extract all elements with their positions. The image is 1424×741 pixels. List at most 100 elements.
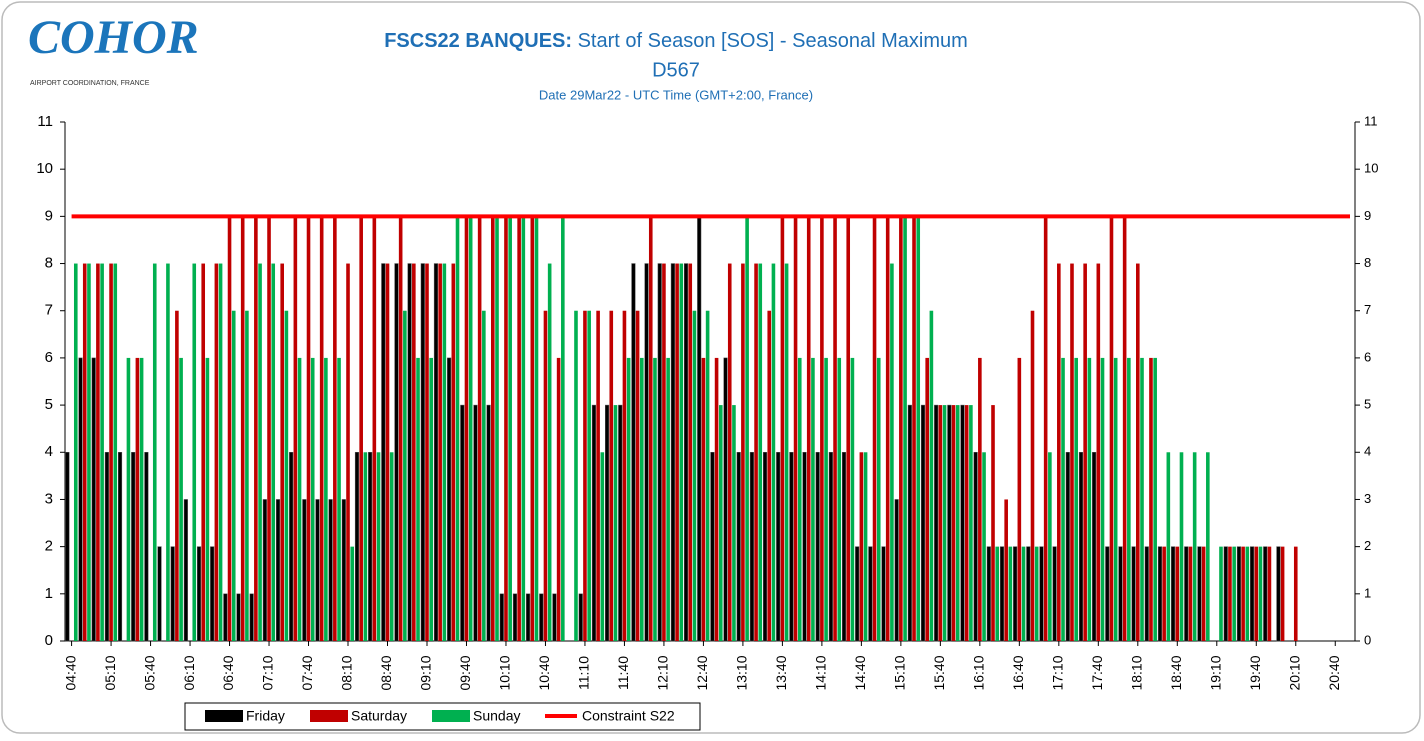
bar [271, 263, 276, 641]
bar [341, 499, 346, 642]
bar [1149, 357, 1153, 641]
bar [104, 452, 109, 642]
bar [210, 546, 215, 642]
bar [705, 310, 710, 641]
bar [306, 216, 311, 641]
bar [1048, 452, 1052, 641]
bar [350, 546, 355, 641]
x-tick-label: 11:40 [615, 656, 631, 690]
bar [534, 216, 539, 641]
bar [460, 404, 465, 642]
title-bold: FSCS22 BANQUES: [384, 30, 572, 52]
bar [1039, 546, 1044, 642]
bar [109, 263, 113, 641]
bar [1258, 546, 1263, 641]
bar [934, 404, 939, 642]
y2-tick-label: 5 [1364, 397, 1371, 412]
bar [183, 499, 188, 642]
bar [1241, 546, 1245, 641]
bar [780, 216, 785, 641]
bar [508, 216, 512, 641]
bar [1206, 452, 1210, 641]
bar [859, 452, 864, 641]
bar [293, 216, 298, 641]
bar [1157, 546, 1162, 642]
bar [447, 357, 452, 642]
bar [762, 452, 768, 642]
legend-label: Saturday [351, 708, 407, 724]
bar [249, 593, 254, 642]
x-tick-label: 09:10 [418, 655, 434, 690]
bar [890, 263, 894, 641]
x-tick-label: 14:10 [813, 655, 829, 690]
bar [1293, 546, 1298, 641]
bar [464, 216, 469, 641]
bar [784, 263, 789, 641]
bar [1228, 546, 1232, 641]
bar [491, 216, 495, 641]
bar [1118, 546, 1123, 642]
y-tick-label: 3 [45, 490, 53, 507]
bar [192, 263, 197, 641]
bar [302, 499, 307, 642]
bar [262, 499, 267, 642]
bar [275, 499, 281, 642]
bar [600, 452, 605, 641]
bar [820, 216, 824, 641]
bar [205, 357, 210, 641]
x-tick-label: 05:10 [102, 655, 118, 690]
bar [495, 216, 499, 641]
bar [245, 310, 249, 641]
bar [223, 593, 228, 642]
bar [605, 404, 610, 642]
bar [337, 357, 341, 641]
bar [258, 263, 262, 641]
bar [354, 452, 360, 642]
bar [412, 263, 416, 641]
y-tick-label: 7 [45, 302, 53, 319]
legend-swatch [310, 710, 348, 722]
bar [407, 263, 412, 642]
title-text: Start of Season [SOS] - Seasonal Maximum [578, 30, 968, 52]
bar [876, 357, 881, 641]
bar [1276, 546, 1281, 642]
y2-tick-label: 9 [1364, 208, 1371, 223]
x-tick-label: 13:40 [773, 655, 789, 690]
bar [666, 357, 670, 641]
bar [692, 310, 697, 641]
bar [236, 593, 241, 642]
bar [1113, 357, 1118, 641]
bar [872, 216, 877, 641]
bar [662, 263, 666, 641]
bar [1280, 546, 1285, 641]
bar [1232, 546, 1236, 641]
y-tick-label: 4 [45, 443, 53, 460]
y2-tick-label: 2 [1364, 538, 1371, 553]
bar [201, 263, 206, 641]
bar [517, 216, 521, 641]
bar [429, 357, 433, 641]
bar [1136, 263, 1140, 641]
bar [561, 216, 565, 641]
bar [1236, 546, 1241, 642]
bar [289, 452, 294, 642]
bar [389, 452, 394, 641]
bar [144, 452, 149, 642]
bar [802, 452, 807, 642]
bar [622, 310, 627, 641]
bar [1105, 546, 1110, 642]
bar [240, 216, 245, 641]
bar [1017, 357, 1022, 641]
bar [727, 263, 732, 641]
bar [359, 216, 363, 641]
bar [113, 263, 118, 641]
x-tick-label: 17:10 [1050, 655, 1066, 690]
x-tick-label: 18:40 [1168, 655, 1184, 690]
bar [539, 593, 544, 642]
bar [828, 452, 833, 642]
bar [310, 357, 315, 641]
bar [644, 263, 649, 642]
x-tick-label: 10:10 [497, 655, 513, 690]
bar [960, 404, 965, 642]
bar [521, 216, 526, 641]
